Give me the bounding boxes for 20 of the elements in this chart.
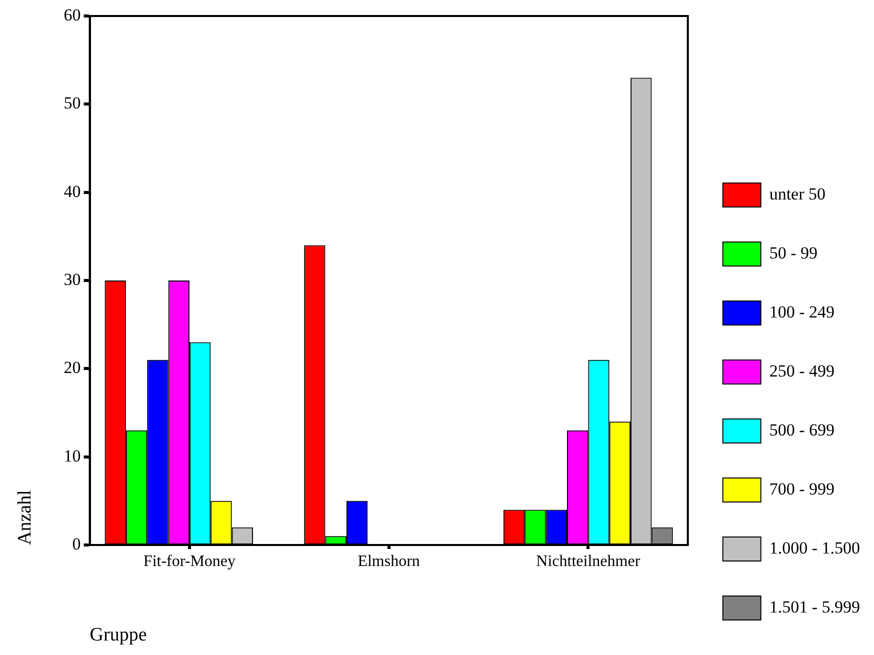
legend-label: 500 - 699 <box>769 420 835 440</box>
y-tick-label: 10 <box>64 446 81 466</box>
legend-label: 1.000 - 1.500 <box>769 538 860 558</box>
x-tick-label: Nichtteilnehmer <box>536 552 641 570</box>
y-tick-label: 50 <box>64 94 81 113</box>
x-tick-label: Fit-for-Money <box>143 552 236 570</box>
y-axis-title: Anzahl <box>14 490 36 545</box>
legend-label: 250 - 499 <box>769 361 835 380</box>
legend-label: 100 - 249 <box>769 302 835 322</box>
y-tick-label: 30 <box>64 270 81 289</box>
legend-label: 1.501 - 5.999 <box>769 597 860 616</box>
y-tick-label: 20 <box>64 358 81 378</box>
legend-label: unter 50 <box>769 184 826 204</box>
x-tick-label: Elmshorn <box>358 552 420 570</box>
y-tick-label: 40 <box>64 182 81 201</box>
y-tick-label: 60 <box>64 5 81 24</box>
y-tick-label: 0 <box>72 534 81 554</box>
x-axis-title: Gruppe <box>90 624 147 646</box>
legend-label: 50 - 99 <box>769 243 818 262</box>
legend-label: 700 - 999 <box>769 479 835 498</box>
